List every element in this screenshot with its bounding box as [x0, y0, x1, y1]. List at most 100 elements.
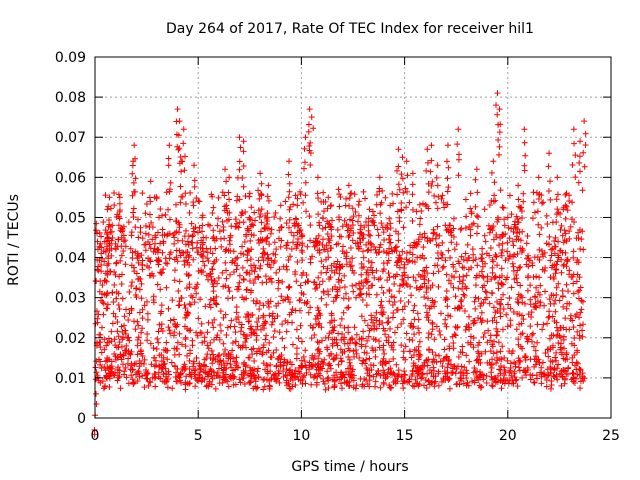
data-point: [115, 333, 122, 340]
data-point: [252, 383, 259, 390]
data-point: [369, 319, 376, 326]
data-point: [435, 268, 442, 275]
data-point: [94, 319, 101, 326]
data-point: [247, 256, 254, 263]
data-point: [455, 172, 462, 179]
data-point: [415, 343, 422, 350]
data-point: [263, 235, 270, 242]
data-point: [210, 204, 217, 211]
data-point: [472, 294, 479, 301]
data-point: [570, 370, 577, 377]
data-point: [553, 266, 560, 273]
data-point: [199, 228, 206, 235]
data-point: [197, 296, 204, 303]
data-point: [395, 146, 402, 153]
data-point: [248, 346, 255, 353]
x-tick-label: 0: [91, 428, 100, 444]
data-point: [578, 297, 585, 304]
data-point: [312, 285, 319, 292]
data-point: [246, 354, 253, 361]
data-point: [126, 289, 133, 296]
data-point: [193, 290, 200, 297]
data-point: [305, 309, 312, 316]
data-point: [179, 237, 186, 244]
data-point: [345, 233, 352, 240]
data-point: [189, 232, 196, 239]
data-point: [101, 336, 108, 343]
data-point: [138, 280, 145, 287]
data-point: [181, 233, 188, 240]
data-point: [472, 203, 479, 210]
data-point: [232, 216, 239, 223]
data-point: [240, 277, 247, 284]
data-point: [567, 315, 574, 322]
data-point: [516, 358, 523, 365]
data-point: [379, 304, 386, 311]
data-point: [312, 316, 319, 322]
data-point: [222, 371, 229, 378]
data-point: [399, 175, 406, 182]
data-point: [142, 247, 149, 254]
data-point: [120, 223, 127, 230]
data-point: [146, 378, 153, 385]
data-point: [240, 148, 247, 155]
data-point: [349, 366, 356, 373]
data-point: [495, 279, 502, 286]
data-point: [435, 283, 442, 290]
data-point: [353, 282, 360, 289]
data-point: [180, 140, 187, 147]
data-point: [369, 269, 376, 276]
data-point: [410, 274, 417, 281]
data-point: [139, 306, 146, 313]
data-point: [248, 223, 255, 230]
data-point: [460, 291, 467, 298]
data-point: [351, 324, 358, 331]
data-point: [288, 245, 295, 252]
data-point: [424, 159, 431, 166]
data-point: [268, 321, 275, 328]
data-point: [263, 238, 270, 245]
data-point: [569, 369, 576, 376]
data-point: [470, 334, 477, 341]
data-point: [475, 315, 482, 322]
data-point: [310, 324, 317, 331]
data-point: [462, 283, 469, 290]
data-point: [530, 343, 537, 350]
data-point: [554, 376, 561, 383]
data-point: [457, 226, 464, 233]
data-point: [433, 174, 440, 181]
data-point: [177, 154, 184, 161]
data-point: [559, 232, 566, 239]
data-point: [505, 255, 512, 262]
data-point: [257, 170, 264, 177]
data-point: [458, 253, 465, 260]
data-point: [308, 381, 315, 388]
data-point: [496, 143, 503, 150]
data-point: [286, 311, 293, 318]
data-point: [208, 191, 215, 198]
data-point: [95, 267, 102, 274]
data-point: [123, 374, 130, 381]
data-point: [267, 230, 274, 237]
data-point: [570, 126, 577, 133]
data-point: [357, 235, 364, 242]
data-point: [338, 315, 345, 322]
data-point: [364, 266, 371, 273]
data-point: [533, 284, 540, 291]
data-point: [333, 339, 340, 346]
data-point: [498, 356, 505, 363]
data-point: [161, 231, 168, 238]
data-point: [530, 274, 537, 281]
data-point: [204, 351, 211, 358]
data-point: [263, 279, 270, 286]
data-point: [98, 262, 105, 269]
data-point: [265, 255, 272, 262]
data-point: [507, 317, 514, 324]
data-point: [225, 189, 232, 196]
data-point: [334, 342, 341, 349]
data-point: [506, 235, 513, 242]
data-point: [577, 385, 584, 392]
data-point: [515, 364, 522, 371]
data-point: [459, 343, 466, 350]
data-point: [318, 269, 325, 276]
